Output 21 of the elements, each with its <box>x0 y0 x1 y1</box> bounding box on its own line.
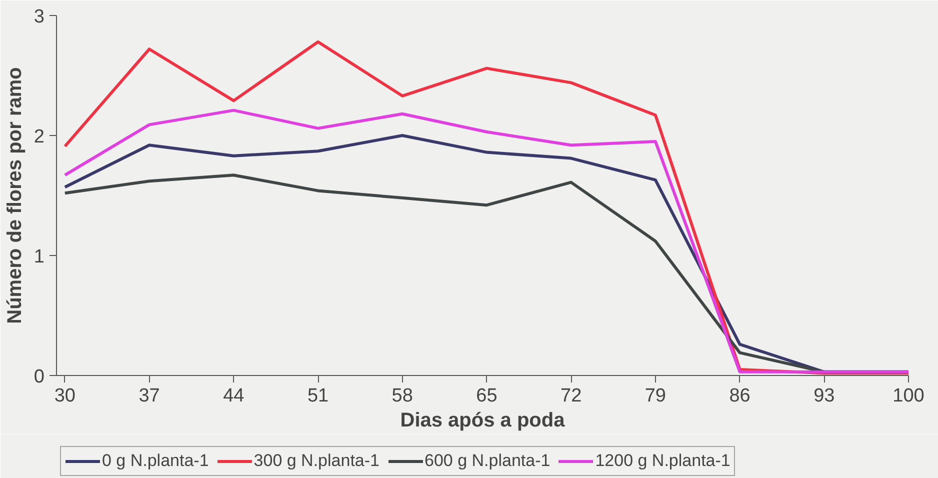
legend-label: 600 g N.planta-1 <box>424 451 550 471</box>
x-tick-label: 51 <box>307 386 329 406</box>
y-tick-label: 3 <box>34 6 45 28</box>
x-tick-label: 86 <box>729 386 750 406</box>
y-tick-label: 0 <box>34 366 45 388</box>
x-tick-label: 58 <box>392 386 413 406</box>
x-tick-label: 93 <box>814 386 835 406</box>
x-tick-label: 44 <box>223 386 245 406</box>
x-tick-label: 79 <box>644 386 666 406</box>
x-tick-label: 65 <box>476 386 498 406</box>
x-tick-label: 100 <box>892 386 924 406</box>
x-tick-label: 37 <box>138 386 160 406</box>
x-tick-label: 72 <box>560 386 582 406</box>
x-tick-label: 30 <box>54 386 76 406</box>
legend-label: 300 g N.planta-1 <box>254 451 380 471</box>
y-axis-title: Número de flores por ramo <box>4 67 26 324</box>
y-tick-label: 2 <box>34 126 45 148</box>
legend-label: 0 g N.planta-1 <box>102 451 209 471</box>
y-tick-label: 1 <box>34 246 45 268</box>
x-axis-title: Dias após a poda <box>400 410 566 432</box>
legend-label: 1200 g N.planta-1 <box>595 451 730 471</box>
